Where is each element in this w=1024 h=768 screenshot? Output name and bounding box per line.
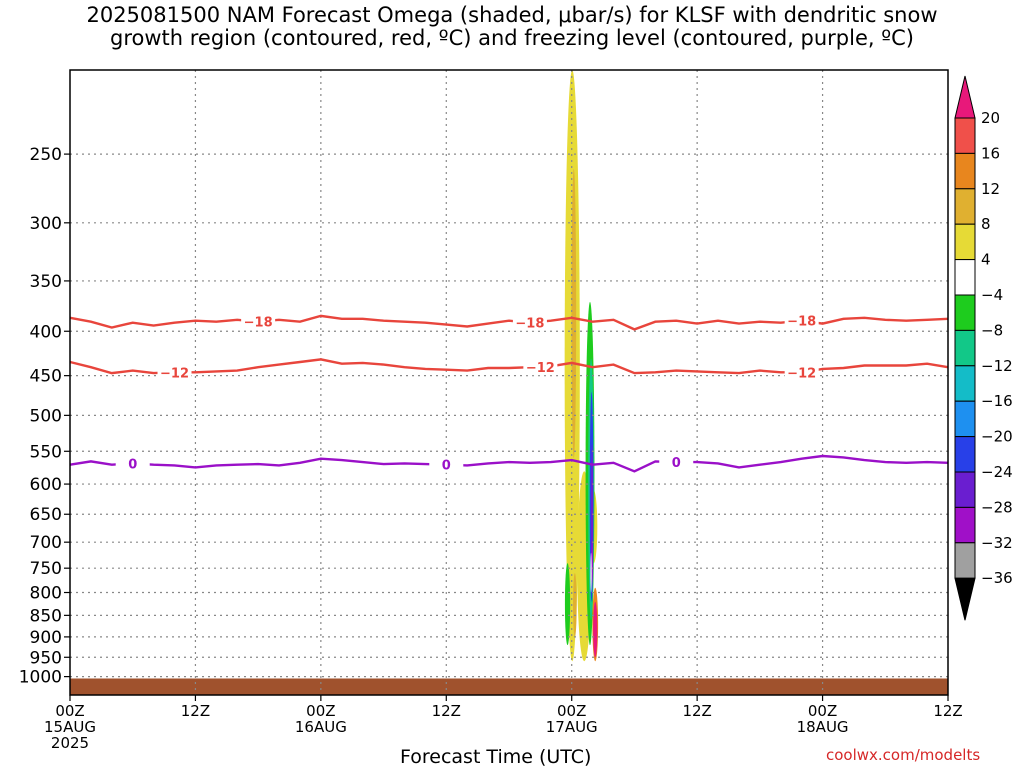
y-tick-label: 900 (30, 628, 62, 648)
contour-0 (69, 454, 949, 473)
y-tick-label: 500 (30, 406, 62, 426)
contour-label-0: 0 (442, 459, 451, 474)
x-tick-label: 16AUG (295, 718, 347, 736)
contour-label-0: 0 (128, 457, 137, 472)
colorbar-segment (954, 329, 976, 367)
grid-lines (70, 70, 948, 695)
contour-label-bg (429, 456, 464, 473)
colorbar-segment (954, 436, 976, 473)
contour-label--18: −18 (244, 316, 273, 331)
y-tick-label: 650 (30, 505, 62, 525)
colorbar-label: −12 (981, 357, 1013, 375)
contour-label--12: −12 (787, 366, 816, 381)
chart-title-line2: growth region (contoured, red, ºC) and f… (110, 26, 914, 50)
contour-label-bg (659, 454, 694, 471)
contour-label-0: 0 (672, 456, 681, 471)
contour-label-bg (523, 359, 558, 376)
colorbar-segment (954, 223, 976, 261)
x-tick-label: 12Z (933, 702, 962, 720)
colorbar-label: −28 (981, 498, 1013, 516)
chart-title: 2025081500 NAM Forecast Omega (shaded, μ… (0, 4, 1024, 50)
contour-label-bg (157, 364, 192, 381)
colorbar-segment (954, 400, 976, 438)
x-tick-label: 12Z (181, 702, 210, 720)
omega-shading (564, 70, 599, 662)
omega-region-12 (593, 601, 598, 658)
y-tick-label: 950 (30, 648, 62, 668)
colorbar-segment (954, 506, 976, 544)
colorbar-label: −4 (981, 286, 1003, 304)
y-axis-ticks: 2503003504004505005506006507007508008509… (19, 145, 70, 688)
x-tick-label: 12Z (432, 702, 461, 720)
x-tick-label: 15AUG (44, 718, 96, 736)
colorbar-label: −16 (981, 392, 1013, 410)
credit-link[interactable]: coolwx.com/modelts (826, 746, 981, 764)
y-tick-label: 300 (30, 214, 62, 234)
y-tick-label: 450 (30, 367, 62, 387)
x-tick-label: 00Z (808, 702, 837, 720)
x-tick-label: 12Z (682, 702, 711, 720)
y-tick-label: 400 (30, 322, 62, 342)
y-tick-label: 800 (30, 584, 62, 604)
x-tick-label: 00Z (306, 702, 335, 720)
contour-label--18: −18 (515, 317, 544, 332)
contour-label-bg (784, 312, 819, 329)
x-axis-label: Forecast Time (UTC) (400, 746, 592, 768)
omega-region-1 (571, 168, 577, 459)
colorbar-label: 16 (981, 144, 1000, 162)
omega-region-3 (564, 563, 571, 646)
contour-label--12: −12 (526, 361, 555, 376)
contour-label--12: −12 (160, 366, 189, 381)
colorbar-segment (954, 259, 976, 296)
colorbar-label: −8 (981, 321, 1003, 339)
contour-label-bg (115, 455, 150, 472)
y-tick-label: 850 (30, 606, 62, 626)
colorbar-label: −36 (981, 569, 1013, 587)
colorbar-label: 8 (981, 215, 991, 233)
colorbar-segment (954, 365, 976, 402)
colorbar-segment (954, 294, 976, 331)
colorbar-segment (954, 117, 976, 154)
colorbar-label: 20 (981, 109, 1000, 127)
x-tick-label: 17AUG (546, 718, 598, 736)
y-tick-label: 350 (30, 272, 62, 292)
contour-label-bg (241, 313, 276, 330)
colorbar-label: −20 (981, 428, 1013, 446)
colorbar-label: −32 (981, 534, 1013, 552)
y-tick-label: 600 (30, 475, 62, 495)
colorbar-segment (954, 471, 976, 508)
colorbar-segment (954, 542, 976, 579)
colorbar: 20 16 12 8 4 −4 −8 −12 −16 −20 −24 −28 −32 −36 (954, 75, 1013, 621)
y-tick-label: 1000 (19, 668, 62, 688)
contour-label--18: −18 (787, 315, 816, 330)
colorbar-segment (954, 188, 976, 225)
colorbar-bottom-arrow (954, 577, 976, 621)
colorbar-label: 12 (981, 180, 1000, 198)
contour-label-bg (512, 314, 547, 331)
x-tick-label: 00Z (55, 702, 84, 720)
omega-region-10 (591, 542, 593, 583)
terrain-area (70, 678, 948, 695)
colorbar-label: 4 (981, 251, 991, 269)
omega-region-2 (573, 573, 577, 637)
chart-title-line1: 2025081500 NAM Forecast Omega (shaded, μ… (86, 3, 938, 27)
plot-frame (69, 69, 949, 696)
omega-region-13 (590, 552, 592, 593)
terrain-fill (70, 678, 948, 695)
y-tick-label: 250 (30, 145, 62, 165)
colorbar-segment (954, 152, 976, 190)
x-tick-label: 2025 (51, 734, 89, 752)
y-tick-label: 700 (30, 533, 62, 553)
colorbar-top-arrow (954, 75, 976, 119)
x-tick-label: 00Z (557, 702, 586, 720)
y-tick-label: 550 (30, 442, 62, 462)
contour-lines: −18 −18 −18 −12 −12 −12 0 0 0 (69, 312, 949, 474)
contour-label-bg (784, 364, 819, 381)
colorbar-label: −24 (981, 463, 1013, 481)
y-tick-label: 750 (30, 559, 62, 579)
x-tick-label: 18AUG (797, 718, 849, 736)
